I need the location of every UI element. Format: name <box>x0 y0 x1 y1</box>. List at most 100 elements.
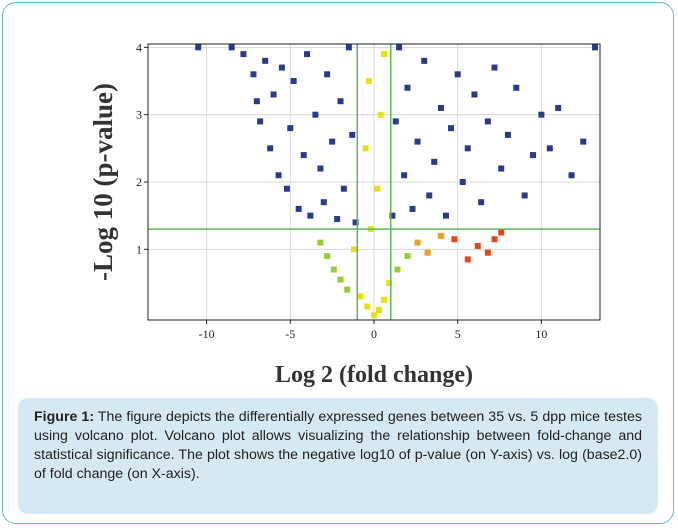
data-point <box>275 172 282 179</box>
data-point <box>334 216 341 223</box>
data-point <box>320 199 327 206</box>
data-point <box>521 192 528 199</box>
data-point <box>376 306 383 313</box>
data-point <box>300 152 307 159</box>
data-point <box>546 145 553 152</box>
data-point <box>431 158 438 165</box>
data-point <box>362 145 369 152</box>
data-point <box>374 185 381 192</box>
y-tick-label: 2 <box>136 175 142 189</box>
caption-label: Figure 1: <box>34 409 95 425</box>
data-point <box>504 131 511 138</box>
data-point <box>377 111 384 118</box>
data-point <box>357 293 364 300</box>
data-point <box>454 71 461 78</box>
data-points <box>195 44 598 319</box>
x-tick-label: 10 <box>535 327 547 341</box>
data-point <box>471 91 478 98</box>
data-point <box>337 276 344 283</box>
data-point <box>329 138 336 145</box>
data-point <box>364 303 371 310</box>
x-tick-label: 0 <box>371 327 377 341</box>
data-point <box>530 152 537 159</box>
data-point <box>312 111 319 118</box>
caption-text: The figure depicts the differentially ex… <box>34 409 642 482</box>
data-point <box>421 57 428 64</box>
data-point <box>498 229 505 236</box>
data-point <box>365 78 372 85</box>
data-point <box>371 312 377 319</box>
grid-lines <box>148 44 600 320</box>
data-point <box>228 44 235 51</box>
data-point <box>451 236 458 243</box>
data-point <box>267 145 274 152</box>
x-axis-label: Log 2 (fold change) <box>275 362 473 388</box>
data-point <box>250 71 257 78</box>
data-point <box>568 172 575 179</box>
volcano-plot: -10 -5 0 5 10 1 2 3 4 -Log 10 (p-value) Log 2 (f… <box>88 40 601 388</box>
y-axis-label: -Log 10 (p-value) <box>88 83 118 281</box>
y-tick-label: 4 <box>136 40 142 54</box>
data-point <box>352 219 359 226</box>
data-point <box>404 253 411 260</box>
data-point <box>278 64 285 71</box>
data-point <box>344 286 351 293</box>
data-point <box>345 44 352 51</box>
data-point <box>295 205 302 212</box>
data-point <box>340 185 347 192</box>
data-point <box>538 111 545 118</box>
data-point <box>491 236 498 243</box>
data-point <box>464 145 471 152</box>
data-point <box>426 192 433 199</box>
data-point <box>386 279 393 286</box>
y-tick-label: 1 <box>136 242 142 256</box>
data-point <box>290 78 297 85</box>
data-point <box>442 212 449 219</box>
data-point <box>350 246 357 253</box>
data-point <box>448 125 455 132</box>
data-point <box>414 138 421 145</box>
data-point <box>474 242 481 249</box>
data-point <box>459 179 466 185</box>
x-tick-label: -5 <box>285 327 295 341</box>
data-point <box>381 296 388 303</box>
data-point <box>307 212 314 219</box>
data-point <box>513 84 520 91</box>
x-tick-label: -10 <box>199 327 215 341</box>
data-point <box>257 118 264 125</box>
data-point <box>287 125 294 132</box>
data-point <box>330 266 337 273</box>
data-point <box>349 131 356 138</box>
data-point <box>484 249 491 256</box>
data-point <box>317 239 324 246</box>
data-point <box>555 104 562 111</box>
data-point <box>591 44 598 51</box>
data-point <box>270 91 277 98</box>
data-point <box>304 51 311 58</box>
axis-ticks: -10 -5 0 5 10 1 2 3 4 <box>136 40 547 341</box>
threshold-lines <box>148 44 600 320</box>
data-point <box>478 199 485 206</box>
data-point <box>394 266 401 273</box>
data-point <box>392 118 399 125</box>
data-point <box>317 165 324 172</box>
data-point <box>414 239 421 246</box>
data-point <box>437 104 444 111</box>
x-tick-label: 5 <box>455 327 461 341</box>
data-point <box>381 51 388 58</box>
data-point <box>409 205 416 212</box>
data-point <box>262 57 269 64</box>
data-point <box>484 118 491 125</box>
data-point <box>195 44 202 51</box>
data-point <box>464 256 471 263</box>
figure-caption: Figure 1: The figure depicts the differe… <box>18 398 658 514</box>
data-point <box>404 84 411 91</box>
data-point <box>491 64 498 71</box>
data-point <box>324 253 331 260</box>
data-point <box>401 172 408 179</box>
data-point <box>324 71 331 78</box>
data-point <box>240 51 247 58</box>
data-point <box>396 44 403 51</box>
data-point <box>389 212 396 219</box>
data-point <box>283 185 290 192</box>
